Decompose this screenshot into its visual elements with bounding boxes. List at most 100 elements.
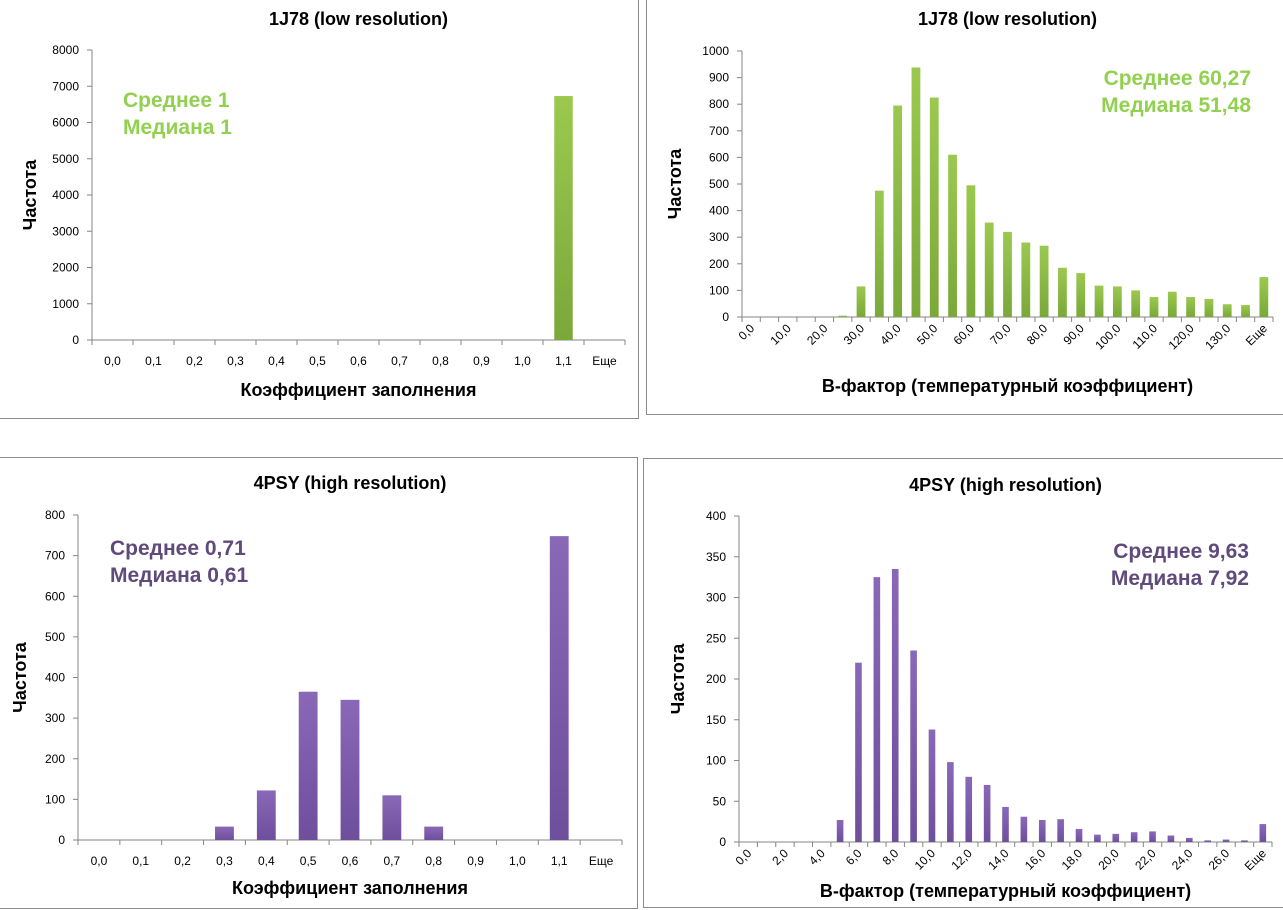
chart-panel-3: 4PSY (high resolution) 0 100 200 300 400 500 60…	[0, 457, 638, 909]
x-tick-label: 0,2	[186, 354, 203, 368]
chart-3-svg: 4PSY (high resolution) 0 100 200 300 400 500 60…	[10, 473, 623, 898]
x-tick-label: 24,0	[1169, 846, 1196, 873]
bar	[1020, 816, 1028, 842]
x-tick-label: 8,0	[880, 846, 902, 868]
x-tick-label: 110,0	[1130, 321, 1161, 352]
x-tick-label: 0,2	[174, 854, 191, 868]
y-tick-label: 900	[709, 71, 729, 85]
x-tick-label: 0,8	[425, 854, 442, 868]
bar	[1002, 806, 1009, 842]
y-tick-label: 7000	[52, 79, 79, 93]
bar	[1204, 840, 1211, 842]
bar	[928, 729, 936, 842]
bar	[1075, 828, 1083, 842]
y-tick-label: 2000	[52, 261, 79, 275]
x-axis-label: B-фактор (температурный коэффициент)	[820, 881, 1191, 901]
x-tick-label: 70,0	[987, 321, 1014, 348]
x-tick-label: 1,0	[509, 854, 526, 868]
mean-annotation: Среднее 1	[123, 89, 230, 112]
mean-annotation: Среднее 0,71	[110, 537, 246, 560]
y-tick-label: 600	[709, 150, 729, 164]
x-tick-label: 0,5	[300, 854, 317, 868]
bar	[1130, 832, 1138, 842]
chart-title: 1J78 (low resolution)	[269, 9, 448, 29]
y-tick-label: 200	[45, 752, 65, 766]
x-tick-label: 0,1	[145, 354, 162, 368]
x-tick-label: 0,9	[467, 854, 484, 868]
y-tick-label: 100	[706, 754, 726, 768]
x-tick-label: 80,0	[1024, 321, 1051, 348]
y-tick-label: 800	[709, 97, 729, 111]
y-tick-label: 400	[706, 509, 726, 523]
chart-title: 1J78 (low resolution)	[918, 9, 1097, 29]
x-tick-label: 0,0	[104, 354, 121, 368]
bar	[948, 154, 957, 317]
bar	[340, 699, 360, 840]
x-tick-label: Еще	[1243, 321, 1270, 348]
bar	[256, 790, 276, 840]
bar	[1167, 291, 1177, 317]
x-axis-label: B-фактор (температурный коэффициент)	[822, 376, 1193, 396]
median-annotation: Медиана 51,48	[1101, 94, 1251, 117]
bar	[856, 286, 866, 317]
x-tick-label: 0,7	[391, 354, 408, 368]
bar	[1259, 824, 1267, 842]
x-tick-label: 0,5	[309, 354, 326, 368]
bar	[855, 662, 862, 842]
y-tick-label: 400	[45, 671, 65, 685]
bar	[1241, 305, 1250, 317]
x-tick-label: 0,7	[384, 854, 401, 868]
chart-panel-2: 1J78 (low resolution) 0 100 200 300 400 500 600…	[646, 0, 1283, 415]
y-tick-label: 250	[706, 631, 726, 645]
x-tick-label: 18,0	[1059, 846, 1086, 873]
x-tick-label: 26,0	[1206, 846, 1233, 873]
bar	[929, 97, 939, 317]
x-tick-label: 10,0	[767, 321, 794, 348]
x-tick-label: 10,0	[912, 846, 939, 873]
x-tick-label: 0,3	[227, 354, 244, 368]
x-tick-label: 0,9	[473, 354, 490, 368]
bar	[1259, 277, 1269, 317]
bar	[382, 795, 402, 840]
x-tick-label: 1,1	[555, 354, 572, 368]
x-tick-label: 90,0	[1060, 321, 1087, 348]
chart-4-svg: 4PSY (high resolution) 0 50 100 150 200 250 300…	[668, 475, 1273, 901]
bar	[891, 568, 899, 842]
x-tick-label: 130,0	[1202, 321, 1233, 352]
y-tick-label: 50	[713, 794, 727, 808]
x-tick-label: 60,0	[951, 321, 978, 348]
bar	[1112, 833, 1120, 842]
x-tick-label: 1,1	[551, 854, 568, 868]
y-tick-label: 1000	[702, 44, 729, 58]
x-tick-label: 2,0	[769, 846, 791, 868]
x-tick-label: 30,0	[841, 321, 868, 348]
x-tick-label: 50,0	[914, 321, 941, 348]
x-tick-label: 16,0	[1022, 846, 1049, 873]
x-tick-label: 4,0	[806, 846, 828, 868]
bar	[873, 577, 881, 842]
bar	[893, 105, 903, 317]
y-tick-label: 6000	[52, 116, 79, 130]
x-tick-label: 40,0	[877, 321, 904, 348]
median-annotation: Медиана 7,92	[1111, 567, 1249, 590]
y-tick-label: 200	[709, 257, 729, 271]
bar	[298, 691, 318, 840]
chart-panel-4: 4PSY (high resolution) 0 50 100 150 200 250 300…	[643, 458, 1283, 908]
y-tick-label: 200	[706, 672, 726, 686]
bar	[1131, 290, 1141, 317]
y-tick-label: 700	[709, 124, 729, 138]
x-tick-label: 0,6	[342, 854, 359, 868]
bar	[838, 315, 848, 317]
bar	[424, 826, 444, 840]
y-tick-label: 600	[45, 589, 65, 603]
bar	[1186, 297, 1195, 317]
chart-1-svg: 1J78 (low resolution) 0 1000 2000 3000 4000 50…	[20, 9, 626, 400]
y-tick-label: 300	[45, 711, 65, 725]
bar	[1222, 839, 1230, 842]
x-tick-label: 0,6	[350, 354, 367, 368]
x-tick-label: 0,1	[132, 854, 149, 868]
bar	[983, 784, 991, 842]
x-tick-label: 22,0	[1132, 846, 1159, 873]
bar	[1204, 298, 1214, 317]
x-axis-label: Коэффициент заполнения	[241, 380, 477, 400]
